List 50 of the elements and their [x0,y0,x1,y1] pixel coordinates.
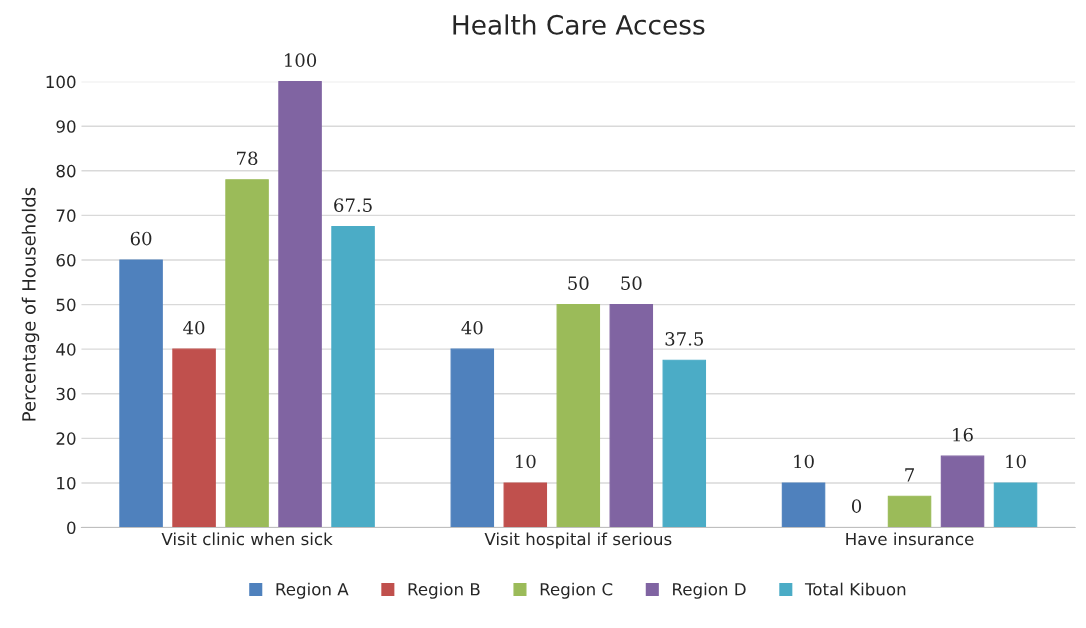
legend-label: Region B [408,582,480,599]
bar [450,348,495,529]
bar [940,455,985,529]
data-label: 10 [794,454,814,469]
data-label: 16 [953,427,973,442]
x-tick-label: Have insurance [846,532,974,546]
y-tick-label: 100 [46,75,76,89]
y-tick-label: 50 [56,298,76,312]
bar [781,482,826,529]
y-tick-label: 60 [56,253,76,267]
y-tick-label: 10 [57,476,76,490]
chart-title: Health Care Access [453,14,705,35]
data-label: 0 [851,499,862,513]
legend-label: Region C [540,582,613,599]
bar [172,348,216,529]
data-label: 50 [568,276,589,290]
data-label: 10 [516,454,536,469]
data-label: 40 [461,320,483,335]
data-label: 10 [1006,454,1026,469]
bar [278,81,322,529]
bar [662,359,707,529]
bar [503,482,548,529]
bar [119,259,163,529]
data-label: 37.5 [665,332,703,346]
y-tick-label: 90 [56,120,76,133]
data-label: 50 [621,276,642,290]
y-tick-label: 0 [67,521,76,535]
bar [609,304,654,529]
bar [331,225,375,529]
x-tick-label: Visit clinic when sick [161,532,333,546]
y-tick-label: 20 [56,432,76,445]
data-label: 7 [905,468,914,482]
y-tick-label: 80 [56,164,76,178]
data-label: 40 [183,320,205,335]
bar [225,179,269,529]
y-tick-label: 30 [56,387,76,401]
bar [993,482,1038,529]
data-label: 78 [237,151,258,166]
legend-label: Region A [276,582,349,599]
data-label: 100 [285,53,317,68]
legend-label: Total Kibuon [804,582,906,596]
bar [556,304,601,529]
bar [887,495,932,529]
x-tick-label: Visit hospital if serious [484,532,672,549]
data-label: 67.5 [334,198,372,212]
y-axis-title: Percentage of Households [21,187,40,421]
legend-label: Region D [673,582,746,599]
y-tick-label: 40 [56,343,76,356]
data-label: 60 [130,231,152,246]
y-tick-label: 70 [56,209,76,222]
